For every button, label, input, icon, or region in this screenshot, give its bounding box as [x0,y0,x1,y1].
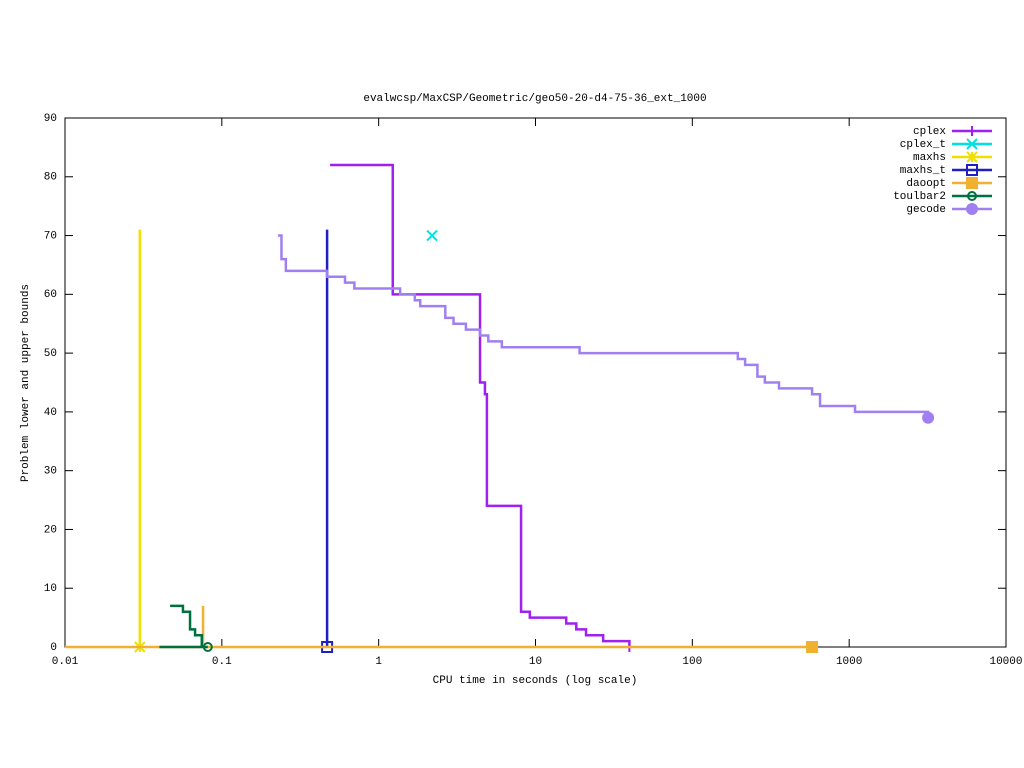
y-axis-label: Problem lower and upper bounds [20,284,32,482]
marker [967,191,977,201]
legend-label: toulbar2 [893,191,946,203]
y-tick-label: 80 [44,172,57,184]
y-tick-label: 60 [44,289,57,301]
x-tick-label: 0.01 [52,656,79,668]
legend-label: cplex [913,126,946,138]
x-tick-label: 1000 [836,656,862,668]
x-tick-label: 10000 [989,656,1022,668]
y-tick-label: 20 [44,524,57,536]
marker [202,642,213,652]
marker [806,641,819,653]
y-tick-label: 40 [44,407,57,419]
legend-label: maxhs_t [900,165,946,177]
chart-title: evalwcsp/MaxCSP/Geometric/geo50-20-d4-75… [363,93,706,105]
x-tick-label: 0.1 [212,656,232,668]
marker [426,229,438,242]
y-tick-label: 30 [44,466,57,478]
plot-frame [64,117,1007,648]
marker [966,151,978,163]
marker [967,126,977,136]
marker [966,164,978,176]
y-tick-label: 70 [44,230,57,242]
x-axis-label: CPU time in seconds (log scale) [433,675,638,687]
marker [966,203,978,215]
x-tick-label: 10 [529,656,542,668]
legend-label: cplex_t [900,139,946,151]
series-line [330,163,631,647]
legend-label: maxhs [913,152,946,164]
marker [966,138,978,150]
series-line [277,234,930,418]
y-tick-label: 0 [50,642,57,654]
marker [966,177,978,189]
x-tick-label: 100 [682,656,702,668]
y-tick-label: 90 [44,113,57,125]
marker [922,411,935,424]
legend-label: daoopt [906,178,946,190]
series-line [159,604,208,649]
legend-label: gecode [906,204,946,216]
y-tick-label: 10 [44,583,57,595]
x-tick-label: 1 [375,656,382,668]
y-tick-label: 50 [44,348,57,360]
series-line [65,605,813,649]
